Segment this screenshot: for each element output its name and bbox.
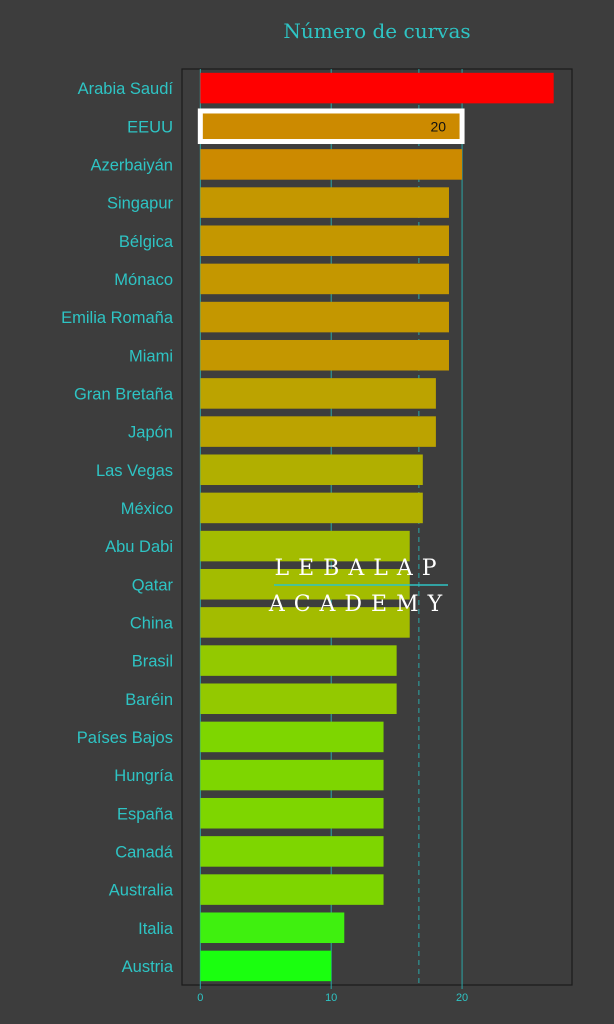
category-label: Japón — [128, 424, 173, 442]
gridlines — [199, 69, 463, 985]
category-label: Abu Dabi — [105, 538, 173, 556]
bar — [200, 797, 384, 829]
watermark: LEBALAP ACADEMY — [268, 556, 451, 617]
category-label: China — [130, 614, 174, 632]
category-label: Las Vegas — [96, 462, 173, 480]
category-label: Australia — [109, 882, 174, 900]
x-axis-ticks: 0 10 20 — [197, 985, 468, 1004]
bar — [200, 759, 384, 791]
category-label: Qatar — [132, 576, 174, 594]
category-label: Brasil — [132, 653, 173, 671]
bar — [200, 721, 384, 753]
category-label: Canadá — [115, 843, 174, 861]
bar — [200, 378, 436, 409]
category-label: España — [117, 805, 174, 823]
bar — [200, 645, 397, 676]
category-label: Singapur — [107, 195, 174, 213]
category-label: Emilia Romaña — [61, 309, 174, 327]
bar — [200, 454, 423, 486]
bar — [200, 225, 449, 257]
category-label: Azerbaiyán — [90, 156, 173, 174]
bar-value-label: 20 — [430, 118, 446, 134]
category-label: Países Bajos — [77, 729, 173, 747]
category-label: México — [121, 500, 173, 518]
bar — [200, 683, 397, 715]
bar — [200, 187, 449, 218]
category-label: Bélgica — [119, 233, 174, 251]
chart-title: Número de curvas — [283, 19, 470, 43]
bars: 20 — [197, 72, 554, 982]
bar — [200, 530, 410, 562]
category-label: Gran Bretaña — [74, 385, 174, 403]
bar — [200, 607, 410, 638]
bar — [200, 836, 384, 867]
x-tick-label: 0 — [197, 992, 203, 1004]
category-labels: Arabia Saudí EEUU Azerbaiyán Singapur Bélgic… — [61, 80, 174, 976]
bar — [200, 149, 463, 180]
bar — [200, 72, 554, 104]
category-label: Miami — [129, 347, 173, 365]
x-tick-label: 10 — [325, 992, 337, 1004]
bar — [200, 263, 449, 295]
bar — [200, 874, 384, 905]
x-tick-label: 20 — [456, 992, 468, 1004]
watermark-line2: ACADEMY — [268, 592, 451, 617]
watermark-line1: LEBALAP — [274, 556, 445, 581]
category-label: Hungría — [114, 767, 174, 785]
category-label: Austria — [122, 958, 174, 976]
bar — [200, 492, 423, 524]
category-label: Italia — [138, 920, 174, 938]
plot-area — [181, 68, 573, 986]
category-label: Baréin — [125, 691, 173, 709]
bar — [200, 339, 449, 371]
bar — [200, 912, 345, 944]
bar — [197, 108, 465, 145]
bar — [200, 950, 332, 982]
category-label: Arabia Saudí — [78, 80, 174, 98]
bar — [200, 416, 436, 447]
bar — [200, 301, 449, 333]
category-label: EEUU — [127, 118, 173, 136]
category-label: Mónaco — [114, 271, 173, 289]
